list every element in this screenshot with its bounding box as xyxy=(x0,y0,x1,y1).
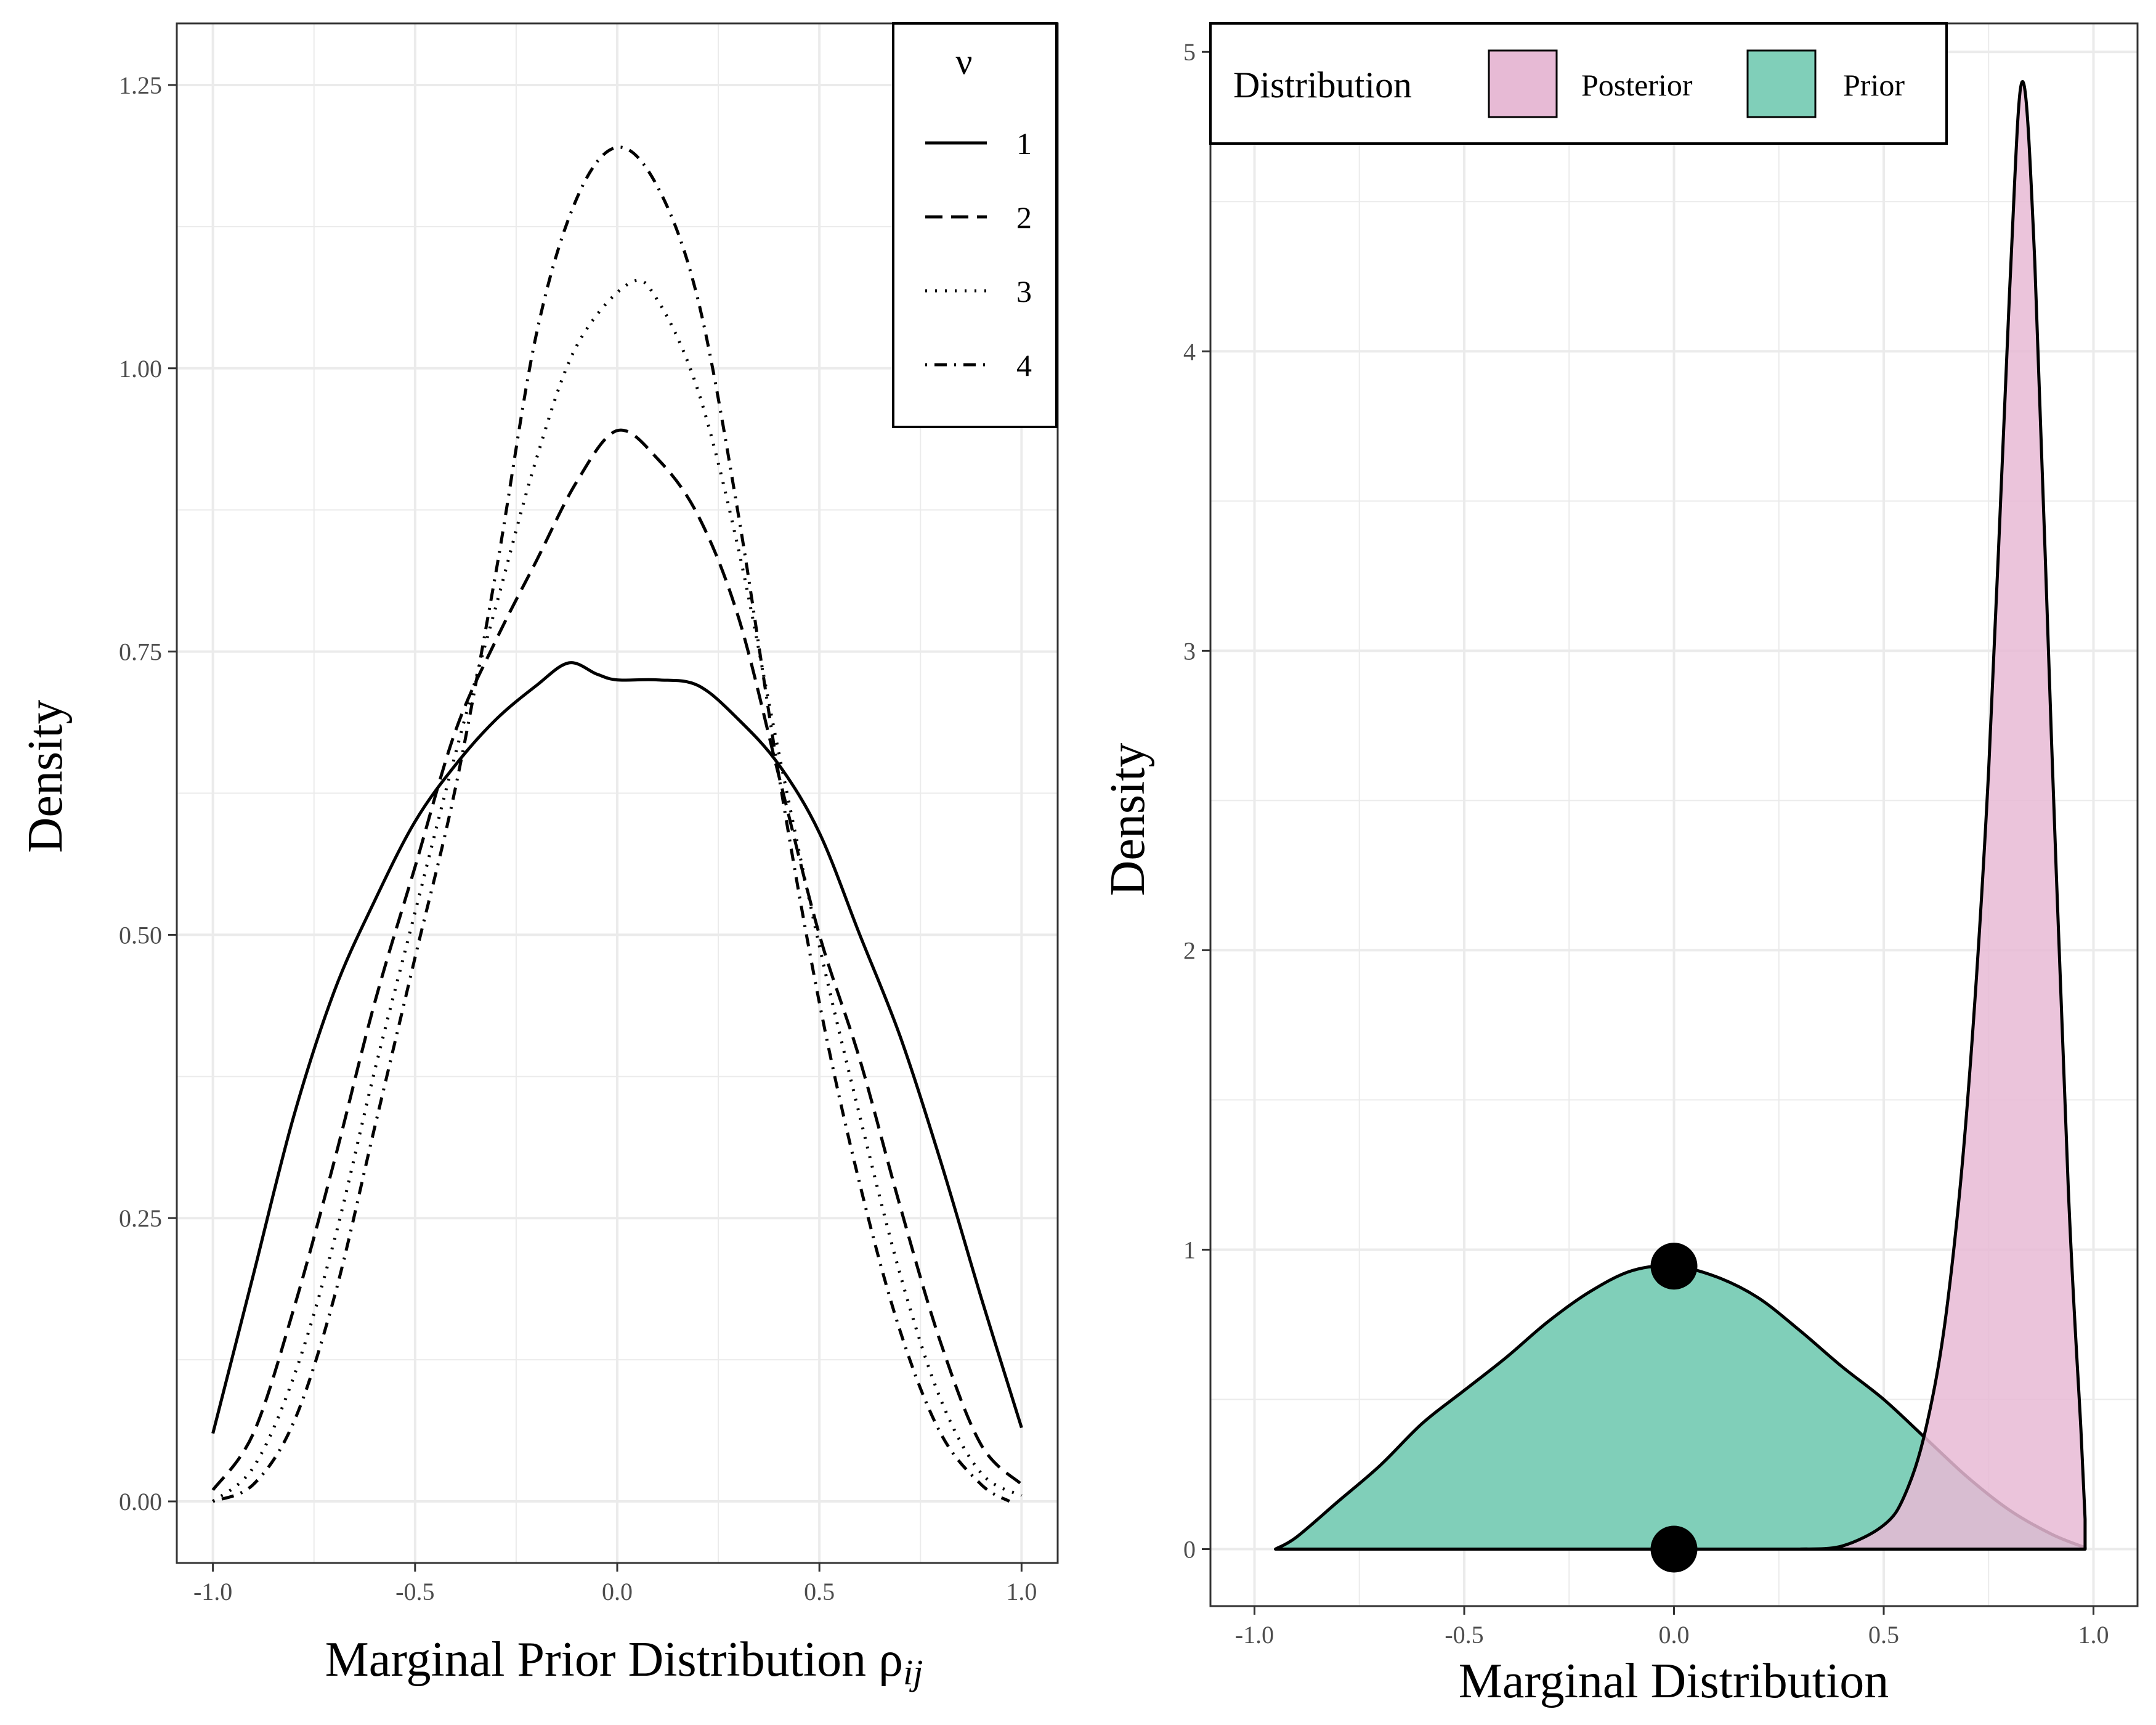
right-x-tick-label: -0.5 xyxy=(1445,1621,1483,1649)
left-legend-label-2: 2 xyxy=(1016,200,1032,235)
legend-swatch-posterior xyxy=(1488,49,1558,118)
left-legend-entries: 1 2 3 4 xyxy=(925,126,1032,383)
right-x-axis-title: Marginal Distribution xyxy=(1459,1654,1889,1708)
left-x-axis-title-main: Marginal Prior Distribution ρ xyxy=(325,1633,903,1687)
density-line-nu-3 xyxy=(211,278,1023,1503)
legend-label-prior: Prior xyxy=(1843,68,1905,102)
left-x-axis-title-subscript: ij xyxy=(903,1652,923,1692)
left-legend-label-1: 1 xyxy=(1016,126,1032,161)
left-panel: -1.0 -0.5 0.0 0.5 1.0 0.00 0.25 0.50 0.75 1.00 1.2… xyxy=(18,22,1059,1692)
left-legend-label-4: 4 xyxy=(1016,348,1032,383)
left-legend-label-3: 3 xyxy=(1016,274,1032,309)
right-x-tick-label: 0.5 xyxy=(1868,1621,1899,1649)
right-axis-ticks: -1.0 -0.5 0.0 0.5 1.0 0 1 2 3 4 5 xyxy=(1183,38,2109,1649)
left-density-lines xyxy=(211,145,1023,1503)
left-x-tick-label: 1.0 xyxy=(1006,1578,1037,1605)
left-y-tick-label: 0.50 xyxy=(119,921,162,949)
left-x-tick-label: 0.5 xyxy=(804,1578,835,1605)
left-axis-ticks: -1.0 -0.5 0.0 0.5 1.0 0.00 0.25 0.50 0.75 1.00 1.2… xyxy=(119,71,1037,1605)
density-area-posterior xyxy=(1798,80,2087,1551)
right-panel: -1.0 -0.5 0.0 0.5 1.0 0 1 2 3 4 5 Marginal Distrib… xyxy=(1101,22,2139,1708)
left-y-tick-label: 0.75 xyxy=(119,638,162,666)
right-marker-points xyxy=(1650,1243,1698,1573)
left-x-axis-title: Marginal Prior Distribution ρij xyxy=(325,1633,923,1692)
right-x-tick-label: 0.0 xyxy=(1659,1621,1690,1649)
right-y-axis-title: Density xyxy=(1101,743,1155,896)
left-y-tick-label: 0.25 xyxy=(119,1204,162,1232)
right-y-tick-label: 0 xyxy=(1183,1536,1196,1564)
left-x-tick-label: -1.0 xyxy=(193,1578,232,1605)
left-x-tick-label: -0.5 xyxy=(395,1578,434,1605)
legend-label-posterior: Posterior xyxy=(1581,68,1693,102)
right-y-tick-label: 3 xyxy=(1183,637,1196,665)
left-legend-title: ν xyxy=(955,41,972,82)
density-line-nu-2 xyxy=(211,428,1023,1492)
left-y-tick-label: 0.00 xyxy=(119,1488,162,1516)
right-x-tick-label: -1.0 xyxy=(1235,1621,1274,1649)
left-y-tick-label: 1.00 xyxy=(119,355,162,383)
left-y-tick-label: 1.25 xyxy=(119,71,162,99)
marker-point-1 xyxy=(1650,1243,1698,1290)
left-x-tick-label: 0.0 xyxy=(602,1578,633,1605)
density-line-nu-1 xyxy=(211,661,1023,1434)
right-y-tick-label: 1 xyxy=(1183,1236,1196,1264)
left-y-axis-title: Density xyxy=(18,700,73,853)
right-legend: Distribution Posterior Prior xyxy=(1209,22,1948,145)
right-x-tick-label: 1.0 xyxy=(2078,1621,2109,1649)
right-y-tick-label: 2 xyxy=(1183,936,1196,964)
marker-point-2 xyxy=(1650,1525,1698,1573)
left-legend: ν 1 2 3 4 xyxy=(892,22,1058,428)
right-legend-title: Distribution xyxy=(1233,65,1412,105)
right-legend-box xyxy=(1209,22,1948,145)
left-legend-box xyxy=(892,22,1058,428)
legend-swatch-prior xyxy=(1746,49,1817,118)
right-y-tick-label: 5 xyxy=(1183,38,1196,66)
right-y-tick-label: 4 xyxy=(1183,338,1196,365)
